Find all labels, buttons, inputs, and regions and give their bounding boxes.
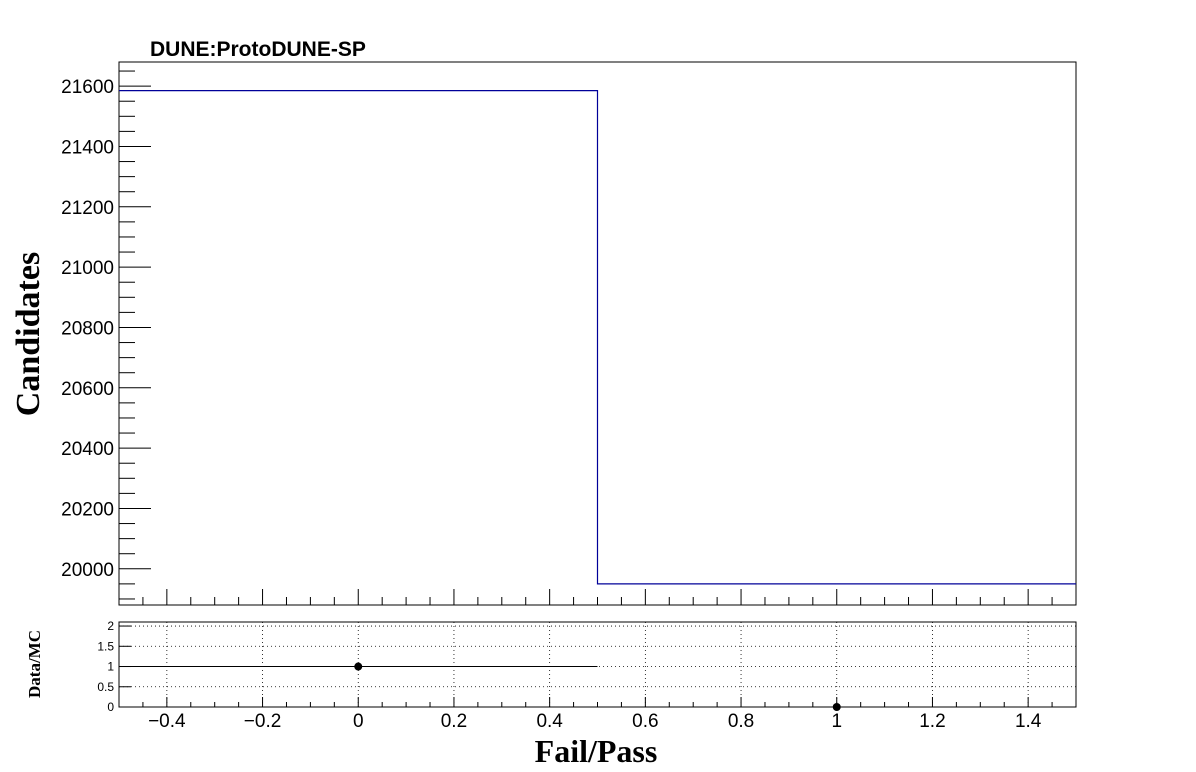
- ratio-y-tick-label: 0.5: [97, 680, 114, 694]
- ratio-x-tick-label: 0.2: [441, 711, 467, 732]
- x-tick-label: 1: [831, 604, 842, 625]
- y-axis-label: Candidates: [10, 252, 47, 416]
- ratio-y-tick-label: 2: [107, 619, 114, 633]
- ratio-grid: [119, 622, 1076, 708]
- ratio-point: [832, 703, 841, 711]
- x-tick-label: −0.4: [148, 604, 186, 625]
- clipped-x-tick-labels: −0.4 −0.2 0 0.2 0.4 0.6 0.8 1 1.2 1.4: [148, 604, 1042, 625]
- y-tick-label: 21200: [61, 198, 114, 219]
- ratio-x-tick-label: 0: [353, 711, 364, 732]
- ratio-y-tick-label: 0: [107, 700, 114, 714]
- y-tick-label: 20800: [61, 318, 114, 339]
- ratio-point: [354, 662, 363, 671]
- ratio-panel: 0 0.5 1 1.5 2 −0.4 −0.2 0 0.2 0.4 0.6 0.8 1 1.2 1.4: [97, 619, 1077, 732]
- x-tick-label: 0.8: [728, 604, 754, 625]
- y-tick-label: 20600: [61, 379, 114, 400]
- x-tick-label: 0.2: [441, 604, 467, 625]
- ratio-x-tick-label: 0.4: [536, 711, 563, 732]
- x-tick-label: 0.4: [536, 604, 563, 625]
- ratio-x-tick-label: 1.4: [1015, 711, 1042, 732]
- ratio-x-tick-label: 1.2: [919, 711, 945, 732]
- x-tick-label: 0: [353, 604, 364, 625]
- ratio-x-tick-label: 0.6: [632, 711, 658, 732]
- ratio-y-tick-label: 1: [107, 660, 114, 674]
- experiment-label: DUNE:ProtoDUNE-SP: [150, 38, 366, 61]
- y-tick-label: 20200: [61, 499, 114, 520]
- main-y-axis: 20000 20200 20400 20600 20800 21000 21200 21400…: [61, 70, 151, 600]
- y-tick-label: 20400: [61, 439, 114, 460]
- ratio-y-tick-label: 1.5: [97, 639, 114, 653]
- y-tick-label: 21000: [61, 258, 114, 279]
- ratio-y-axis-label: Data/MC: [25, 630, 44, 698]
- x-axis-label: Fail/Pass: [535, 733, 658, 769]
- ratio-x-tick-label: −0.4: [148, 711, 186, 732]
- y-tick-label: 21600: [61, 77, 114, 98]
- y-tick-label: 20000: [61, 560, 114, 581]
- ratio-points: [119, 662, 841, 711]
- ratio-x-tick-label: 1: [831, 711, 842, 732]
- ratio-x-tick-label: −0.2: [244, 711, 282, 732]
- main-x-tick-labels: −0.4 −0.2 0 0.2 0.4 0.6 0.8 1 1.2 1.4: [148, 604, 1042, 625]
- x-tick-label: 1.4: [1015, 604, 1042, 625]
- histogram-line: [119, 90, 1076, 585]
- x-tick-label: −0.2: [244, 604, 282, 625]
- x-tick-label: 1.2: [919, 604, 945, 625]
- ratio-x-axis: −0.4 −0.2 0 0.2 0.4 0.6 0.8 1 1.2 1.4: [118, 697, 1077, 732]
- y-tick-label: 21400: [61, 137, 114, 158]
- main-x-axis: [118, 589, 1077, 605]
- x-tick-label: 0.6: [632, 604, 658, 625]
- ratio-x-tick-label: 0.8: [728, 711, 754, 732]
- main-panel: 20000 20200 20400 20600 20800 21000 21200 21400…: [61, 61, 1077, 625]
